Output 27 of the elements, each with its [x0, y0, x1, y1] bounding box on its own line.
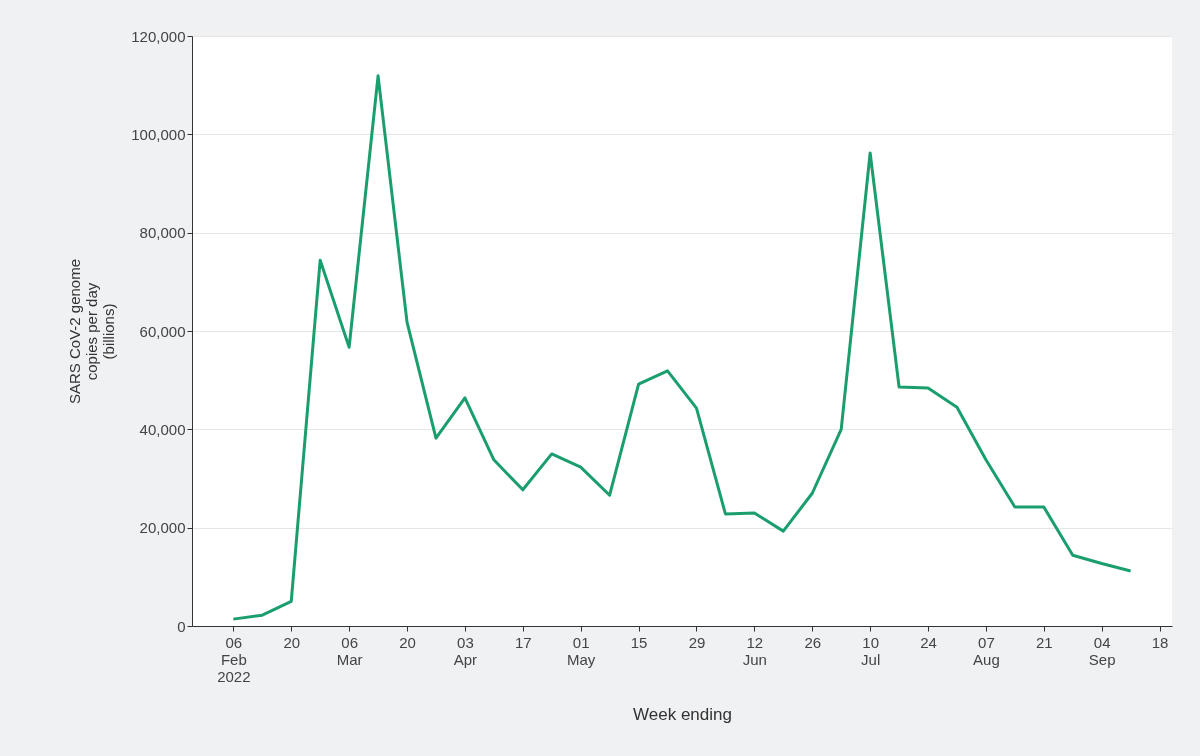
y-tick-label: 20,000: [139, 519, 186, 537]
x-tick-label: 26: [804, 633, 822, 651]
x-tick-label: 18: [1151, 633, 1169, 651]
y-tick-label: 40,000: [139, 420, 186, 438]
x-tick-label: 07 Aug: [973, 633, 1000, 668]
line-series: [231, 74, 1133, 621]
y-tick-label: 60,000: [139, 322, 186, 340]
x-tick-label: 24: [920, 633, 937, 651]
y-tick-label: 80,000: [139, 224, 186, 242]
x-tick-label: 06 Mar: [336, 633, 363, 668]
x-tick-label: 03 Apr: [453, 633, 478, 668]
x-tick-label: 20: [399, 633, 416, 651]
x-tick-label: 15: [630, 633, 648, 651]
y-axis-title: SARS CoV-2 genome copies per day (billions): [66, 258, 118, 405]
x-axis-title: Week ending: [633, 704, 732, 724]
x-tick-label: 17: [514, 633, 532, 651]
x-tick-label: 29: [688, 633, 706, 651]
x-tick-label: 12 Jun: [742, 633, 767, 668]
x-tick-label: 06 Feb 2022: [217, 633, 251, 685]
y-tick-label: 0: [177, 617, 186, 635]
x-tick-label: 01 May: [567, 633, 596, 668]
x-tick-label: 20: [283, 633, 301, 651]
x-tick-label: 04 Sep: [1088, 633, 1116, 668]
x-tick-label: 10 Jul: [861, 633, 881, 668]
y-tick-label: 120,000: [131, 27, 186, 45]
y-tick-label: 100,000: [131, 125, 186, 143]
x-tick-label: 21: [1035, 633, 1053, 651]
